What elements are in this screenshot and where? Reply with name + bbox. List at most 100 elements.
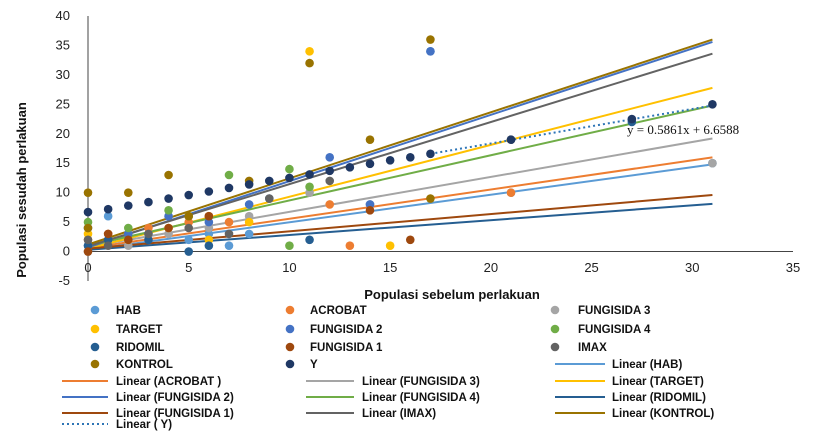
x-tick-label: 10 — [282, 260, 296, 275]
y-tick-label: 15 — [56, 155, 70, 170]
data-point — [103, 204, 113, 214]
data-point — [506, 188, 516, 197]
data-point — [305, 188, 314, 197]
legend-label: Linear (KONTROL) — [612, 408, 714, 420]
legend-marker — [90, 359, 100, 369]
data-point — [224, 217, 234, 227]
y-tick-label: -5 — [58, 273, 70, 288]
data-point — [83, 207, 93, 217]
data-point — [305, 182, 314, 192]
x-tick-label: 30 — [685, 260, 699, 275]
data-point — [285, 241, 294, 250]
legend-marker — [285, 342, 295, 352]
legend-marker — [550, 324, 560, 334]
data-point — [365, 135, 375, 144]
legend-label: Y — [310, 359, 318, 371]
y-tick-label: 0 — [63, 244, 70, 259]
y-tick-label: 5 — [63, 214, 70, 229]
data-point — [103, 211, 113, 221]
legend-marker — [285, 324, 295, 334]
data-point — [285, 173, 294, 183]
data-point — [708, 100, 717, 109]
data-point — [164, 223, 173, 233]
legend-label: KONTROL — [116, 359, 173, 371]
trendline — [87, 104, 713, 247]
data-point — [204, 241, 214, 250]
legend-label: Linear ( Y) — [116, 419, 172, 431]
x-axis-title: Populasi sebelum perlakuan — [364, 287, 540, 302]
data-point — [204, 211, 214, 221]
data-point — [345, 163, 355, 172]
data-point — [164, 194, 173, 203]
legend-label: FUNGISIDA 4 — [578, 324, 651, 336]
data-point — [184, 235, 194, 245]
data-point — [325, 153, 335, 162]
x-tick-label: 35 — [786, 260, 800, 275]
data-point — [83, 229, 93, 239]
data-point — [264, 194, 274, 203]
data-point — [164, 211, 173, 221]
legend-label: Linear (FUNGISIDA 2) — [116, 392, 234, 404]
data-point — [123, 241, 133, 250]
legend-label: FUNGISIDA 1 — [310, 342, 383, 354]
legend-label: RIDOMIL — [116, 342, 165, 354]
data-point — [244, 217, 254, 227]
data-point — [184, 223, 194, 233]
legend-label: FUNGISIDA 2 — [310, 324, 382, 336]
data-point — [224, 183, 234, 193]
data-point — [325, 176, 335, 186]
data-point — [305, 235, 314, 245]
data-point — [184, 190, 194, 200]
data-point — [405, 235, 415, 245]
data-point — [244, 200, 254, 209]
legend-label: Linear (HAB) — [612, 359, 682, 371]
x-tick-label: 15 — [383, 260, 397, 275]
trendline — [87, 137, 713, 248]
data-point — [627, 114, 637, 124]
x-tick-label: 0 — [84, 260, 91, 275]
data-point — [103, 229, 113, 239]
legend-label: Linear (TARGET) — [612, 376, 704, 388]
legend-marker — [285, 305, 295, 315]
axes-group: -5 0 5 10 15 20 25 30 35 40 0 5 10 15 20 25 30 35 — [56, 8, 801, 288]
data-point — [426, 47, 435, 56]
y-axis-title: Populasi sesudah perlakuan — [14, 102, 29, 278]
data-point — [123, 223, 133, 233]
data-point — [426, 35, 435, 44]
trendline — [87, 52, 713, 248]
data-point — [103, 235, 113, 245]
data-point — [244, 229, 254, 239]
data-point — [144, 197, 153, 207]
data-point — [305, 170, 314, 179]
data-point — [164, 206, 173, 215]
y-tick-label: 35 — [56, 37, 70, 52]
x-tick-label: 25 — [584, 260, 598, 275]
data-point — [405, 153, 415, 162]
y-tick-label: 10 — [56, 185, 70, 200]
regression-equation: y = 0.5861x + 6.6588 — [627, 122, 739, 137]
data-point — [164, 170, 173, 180]
data-point — [264, 176, 274, 186]
legend-marker — [90, 324, 100, 334]
data-point — [385, 155, 395, 165]
data-point — [244, 180, 254, 189]
legend-marker — [90, 305, 100, 315]
data-point — [144, 223, 153, 233]
data-point — [244, 211, 254, 221]
data-point — [325, 166, 335, 176]
data-point — [285, 164, 294, 174]
data-point — [83, 247, 93, 256]
data-point — [83, 241, 93, 250]
data-point — [365, 206, 375, 215]
legend: HAB ACROBAT FUNGISIDA 3 TARGET FUNGISIDA 2 FU… — [62, 305, 714, 431]
data-point — [83, 223, 93, 233]
data-point — [103, 241, 113, 250]
data-point — [204, 223, 214, 233]
data-point — [83, 217, 93, 227]
trendline — [87, 163, 713, 251]
data-point — [365, 200, 375, 209]
data-point — [144, 235, 153, 245]
data-point — [83, 188, 93, 197]
legend-label: TARGET — [116, 324, 162, 336]
legend-marker — [90, 342, 100, 352]
